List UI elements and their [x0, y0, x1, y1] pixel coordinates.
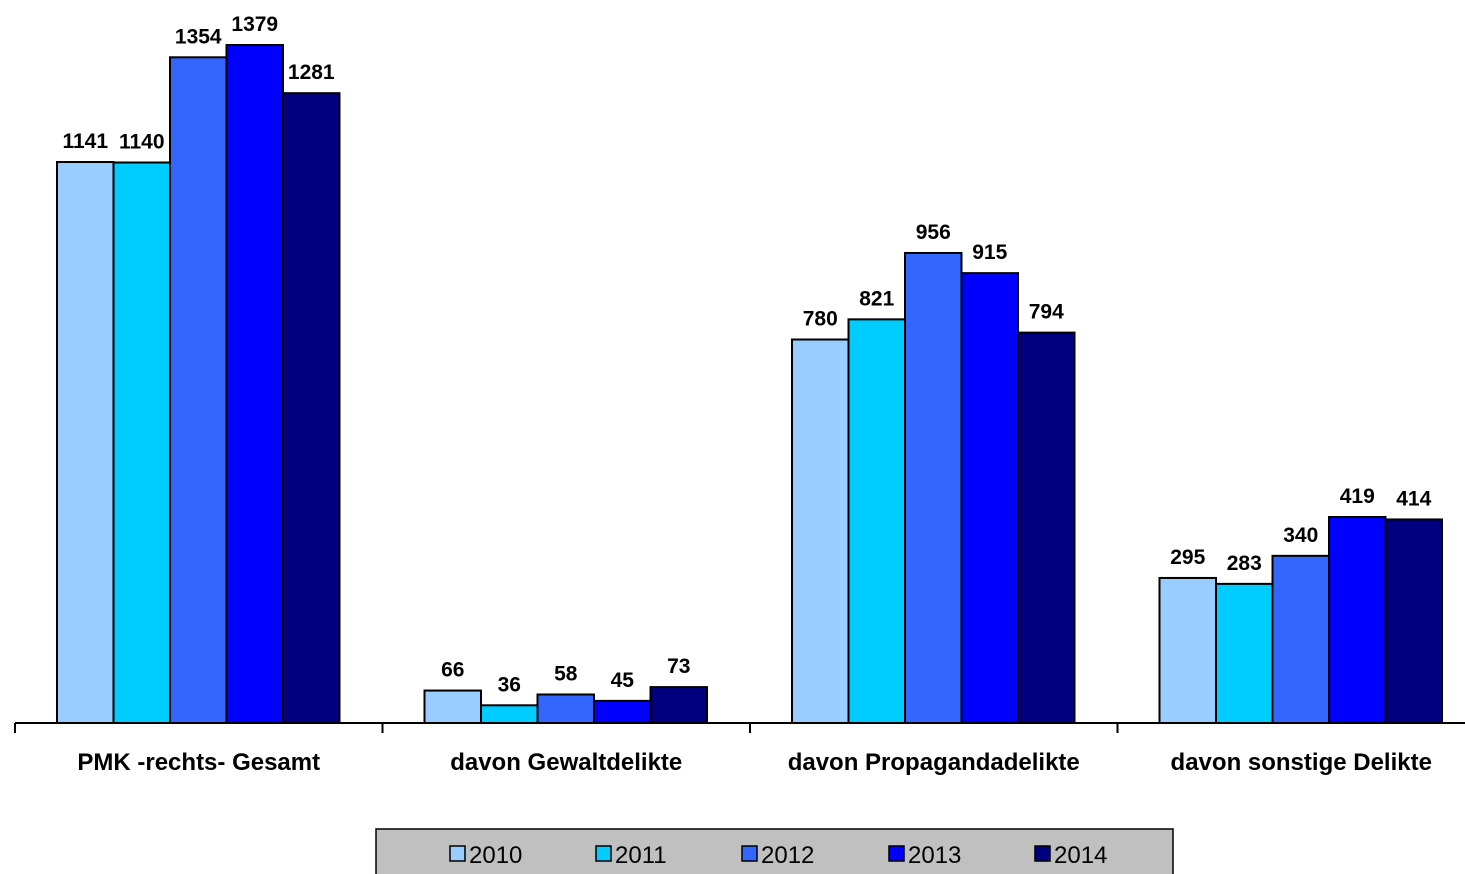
value-labels-layer: 1141 1140 1354 1379 1281 66 36 58 45 73 780 821 956 9… — [62, 13, 1431, 696]
data-label: 1281 — [288, 61, 335, 84]
legend-swatch-2012 — [741, 845, 758, 862]
bar-2011-0 — [112, 161, 171, 724]
bars-layer — [56, 44, 1443, 725]
data-label: 58 — [554, 662, 578, 685]
bar-2013-2 — [960, 272, 1019, 724]
legend-swatch-2011 — [595, 845, 612, 862]
data-label: 1140 — [119, 131, 165, 154]
data-label: 1141 — [62, 130, 108, 153]
category-label: davon sonstige Delikte — [1171, 749, 1432, 776]
data-label: 1379 — [231, 13, 278, 36]
data-label: 915 — [972, 241, 1007, 264]
legend-swatch-2014 — [1034, 845, 1051, 862]
legend-swatch-2013 — [888, 845, 905, 862]
legend: 2010 2011 2012 2013 2014 — [375, 828, 1174, 874]
data-label: 821 — [859, 287, 894, 310]
bar-2013-1 — [593, 699, 652, 724]
legend-label: 2011 — [615, 842, 667, 869]
legend-label: 2010 — [469, 842, 522, 869]
data-label: 1354 — [175, 25, 222, 48]
bar-2014-1 — [649, 686, 708, 724]
category-label: PMK -rechts- Gesamt — [77, 749, 320, 776]
bar-2012-0 — [169, 56, 228, 725]
legend-swatch-2010 — [449, 845, 466, 862]
bar-2012-1 — [536, 693, 595, 725]
bar-2010-1 — [423, 689, 482, 725]
data-label: 956 — [916, 221, 951, 244]
data-label: 414 — [1396, 487, 1431, 510]
data-label: 45 — [611, 669, 635, 692]
data-label: 780 — [803, 308, 838, 331]
bar-2010-3 — [1158, 576, 1217, 725]
bar-2011-1 — [480, 704, 539, 725]
data-label: 340 — [1283, 524, 1318, 547]
bar-2010-0 — [56, 161, 115, 724]
legend-label: 2014 — [1054, 842, 1107, 869]
bar-2010-2 — [791, 338, 850, 724]
bar-2013-3 — [1328, 515, 1387, 724]
bar-2014-3 — [1384, 518, 1443, 725]
data-label: 419 — [1340, 485, 1375, 508]
bar-2011-3 — [1215, 582, 1274, 724]
bar-2014-2 — [1017, 331, 1076, 724]
bar-2014-0 — [282, 92, 341, 724]
bar-2012-3 — [1271, 554, 1330, 724]
data-label: 283 — [1227, 552, 1262, 575]
x-axis: PMK -rechts- Gesamt davon Gewaltdelikte da… — [14, 722, 1465, 776]
bar-2012-2 — [904, 251, 963, 724]
data-label: 295 — [1170, 546, 1205, 569]
category-label: davon Gewaltdelikte — [450, 749, 682, 776]
data-label: 36 — [498, 673, 521, 696]
data-label: 794 — [1029, 301, 1064, 324]
bar-2013-0 — [225, 44, 284, 724]
data-label: 73 — [667, 655, 690, 678]
bar-2011-2 — [847, 318, 906, 724]
legend-label: 2013 — [908, 842, 961, 869]
category-label: davon Propagandadelikte — [788, 749, 1080, 776]
legend-label: 2012 — [761, 842, 814, 869]
data-label: 66 — [441, 659, 464, 682]
